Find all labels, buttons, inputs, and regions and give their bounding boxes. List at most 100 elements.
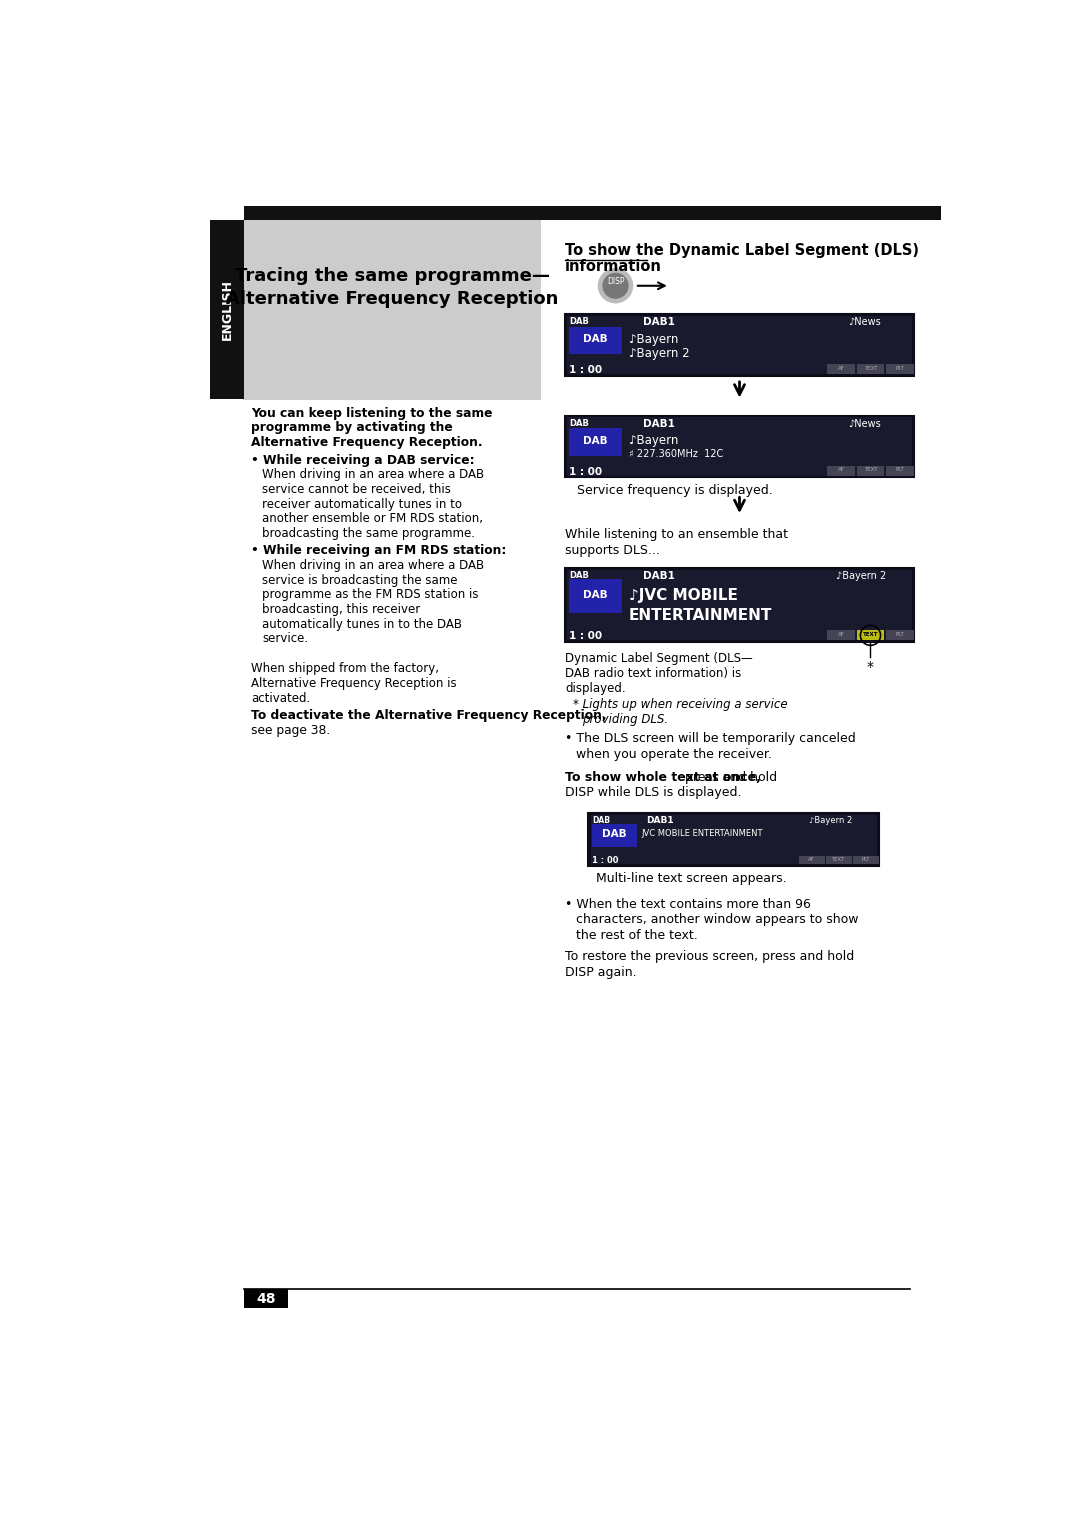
Text: automatically tunes in to the DAB: automatically tunes in to the DAB — [262, 617, 462, 631]
Text: Alternative Frequency Reception is: Alternative Frequency Reception is — [252, 677, 457, 691]
Bar — [569, 428, 622, 455]
Text: DAB1: DAB1 — [643, 419, 675, 429]
Text: * Lights up when receiving a service: * Lights up when receiving a service — [572, 698, 787, 712]
Text: DISP: DISP — [607, 278, 624, 286]
Text: activated.: activated. — [252, 692, 311, 704]
Text: To show the Dynamic Label Segment (DLS): To show the Dynamic Label Segment (DLS) — [565, 243, 919, 258]
Text: PLT: PLT — [862, 857, 870, 862]
Text: • While receiving a DAB service:: • While receiving a DAB service: — [252, 454, 475, 466]
Text: AF: AF — [838, 631, 845, 637]
Text: When driving in an area where a DAB: When driving in an area where a DAB — [262, 468, 484, 481]
Text: DAB: DAB — [592, 816, 610, 825]
Text: PLT: PLT — [895, 631, 904, 637]
Text: service.: service. — [262, 633, 308, 645]
Text: when you operate the receiver.: when you operate the receiver. — [576, 747, 772, 761]
Bar — [569, 579, 622, 613]
Text: service cannot be received, this: service cannot be received, this — [262, 483, 451, 497]
Text: 1 : 00: 1 : 00 — [569, 631, 603, 640]
Bar — [799, 856, 825, 863]
Text: TEXT: TEXT — [864, 468, 877, 472]
Text: ♪News: ♪News — [848, 419, 881, 429]
Text: ENGLISH: ENGLISH — [220, 280, 233, 341]
Text: DISP again.: DISP again. — [565, 966, 637, 978]
Text: service is broadcasting the same: service is broadcasting the same — [262, 573, 458, 587]
Text: programme by activating the: programme by activating the — [252, 422, 453, 434]
Circle shape — [603, 274, 627, 298]
Text: receiver automatically tunes in to: receiver automatically tunes in to — [262, 498, 462, 510]
Text: DAB1: DAB1 — [643, 318, 675, 327]
Text: When shipped from the factory,: When shipped from the factory, — [252, 662, 440, 675]
Text: AF: AF — [838, 365, 845, 371]
Text: DAB: DAB — [583, 435, 608, 446]
Text: 1 : 00: 1 : 00 — [569, 466, 603, 477]
Text: Dynamic Label Segment (DLS—: Dynamic Label Segment (DLS— — [565, 652, 753, 665]
Text: Tracing the same programme—: Tracing the same programme— — [234, 266, 550, 284]
Bar — [886, 630, 914, 640]
Bar — [827, 630, 855, 640]
Text: • When the text contains more than 96: • When the text contains more than 96 — [565, 898, 811, 911]
Bar — [856, 364, 885, 374]
Text: broadcasting the same programme.: broadcasting the same programme. — [262, 527, 475, 539]
Text: While listening to an ensemble that: While listening to an ensemble that — [565, 529, 788, 541]
Text: DISP while DLS is displayed.: DISP while DLS is displayed. — [565, 787, 742, 799]
Bar — [565, 416, 914, 477]
Text: ENTERTAINMENT: ENTERTAINMENT — [629, 608, 772, 623]
Text: providing DLS.: providing DLS. — [582, 714, 669, 726]
Text: 1 : 00: 1 : 00 — [569, 365, 603, 374]
Text: *: * — [867, 660, 874, 674]
Text: supports DLS...: supports DLS... — [565, 544, 660, 556]
Text: DAB: DAB — [583, 335, 608, 344]
Text: • While receiving an FM RDS station:: • While receiving an FM RDS station: — [252, 544, 507, 558]
Text: DAB: DAB — [569, 419, 589, 428]
Text: press and hold: press and hold — [681, 770, 778, 784]
Text: ♪Bayern: ♪Bayern — [629, 333, 678, 345]
Text: DAB radio text information) is: DAB radio text information) is — [565, 666, 741, 680]
Bar — [565, 568, 914, 642]
Text: characters, another window appears to show: characters, another window appears to sh… — [576, 914, 859, 926]
Text: TEXT: TEXT — [864, 365, 877, 371]
Text: ♪Bayern 2: ♪Bayern 2 — [809, 816, 852, 825]
Text: another ensemble or FM RDS station,: another ensemble or FM RDS station, — [262, 512, 483, 526]
Bar — [886, 364, 914, 374]
Text: To restore the previous screen, press and hold: To restore the previous screen, press an… — [565, 950, 854, 963]
Text: To show whole text at once,: To show whole text at once, — [565, 770, 761, 784]
Bar — [827, 466, 855, 475]
Text: programme as the FM RDS station is: programme as the FM RDS station is — [262, 588, 478, 602]
Bar — [591, 814, 877, 863]
Text: see page 38.: see page 38. — [252, 724, 330, 736]
Circle shape — [598, 269, 633, 303]
Text: AF: AF — [808, 857, 815, 862]
Text: TEXT: TEXT — [832, 857, 846, 862]
Bar — [243, 206, 941, 220]
Text: the rest of the text.: the rest of the text. — [576, 929, 698, 941]
Bar — [243, 1290, 288, 1308]
Text: 48: 48 — [256, 1293, 275, 1306]
Text: When driving in an area where a DAB: When driving in an area where a DAB — [262, 559, 484, 571]
Text: DAB1: DAB1 — [643, 571, 675, 582]
Bar — [569, 327, 622, 354]
Text: DAB: DAB — [569, 571, 589, 581]
Text: DAB: DAB — [603, 830, 627, 839]
Bar — [211, 220, 244, 399]
Text: 1 : 00: 1 : 00 — [592, 856, 619, 865]
Text: AF: AF — [838, 468, 845, 472]
Text: PLT: PLT — [895, 365, 904, 371]
Bar — [589, 813, 879, 865]
Text: DAB1: DAB1 — [647, 816, 674, 825]
Text: ♪Bayern 2: ♪Bayern 2 — [836, 571, 887, 582]
Text: Alternative Frequency Reception: Alternative Frequency Reception — [226, 290, 558, 307]
Text: Service frequency is displayed.: Service frequency is displayed. — [577, 484, 772, 497]
Text: ♪JVC MOBILE: ♪JVC MOBILE — [629, 588, 738, 604]
Text: ♪Bayern 2: ♪Bayern 2 — [629, 347, 689, 361]
Bar — [565, 315, 914, 376]
Text: • The DLS screen will be temporarily canceled: • The DLS screen will be temporarily can… — [565, 732, 855, 746]
Bar — [886, 466, 914, 475]
Text: displayed.: displayed. — [565, 681, 625, 695]
Bar — [567, 570, 912, 640]
Bar — [567, 316, 912, 374]
Bar — [826, 856, 852, 863]
Bar — [856, 630, 885, 640]
Bar — [827, 364, 855, 374]
Text: ♪Bayern: ♪Bayern — [629, 434, 678, 448]
Text: ♪News: ♪News — [848, 318, 881, 327]
